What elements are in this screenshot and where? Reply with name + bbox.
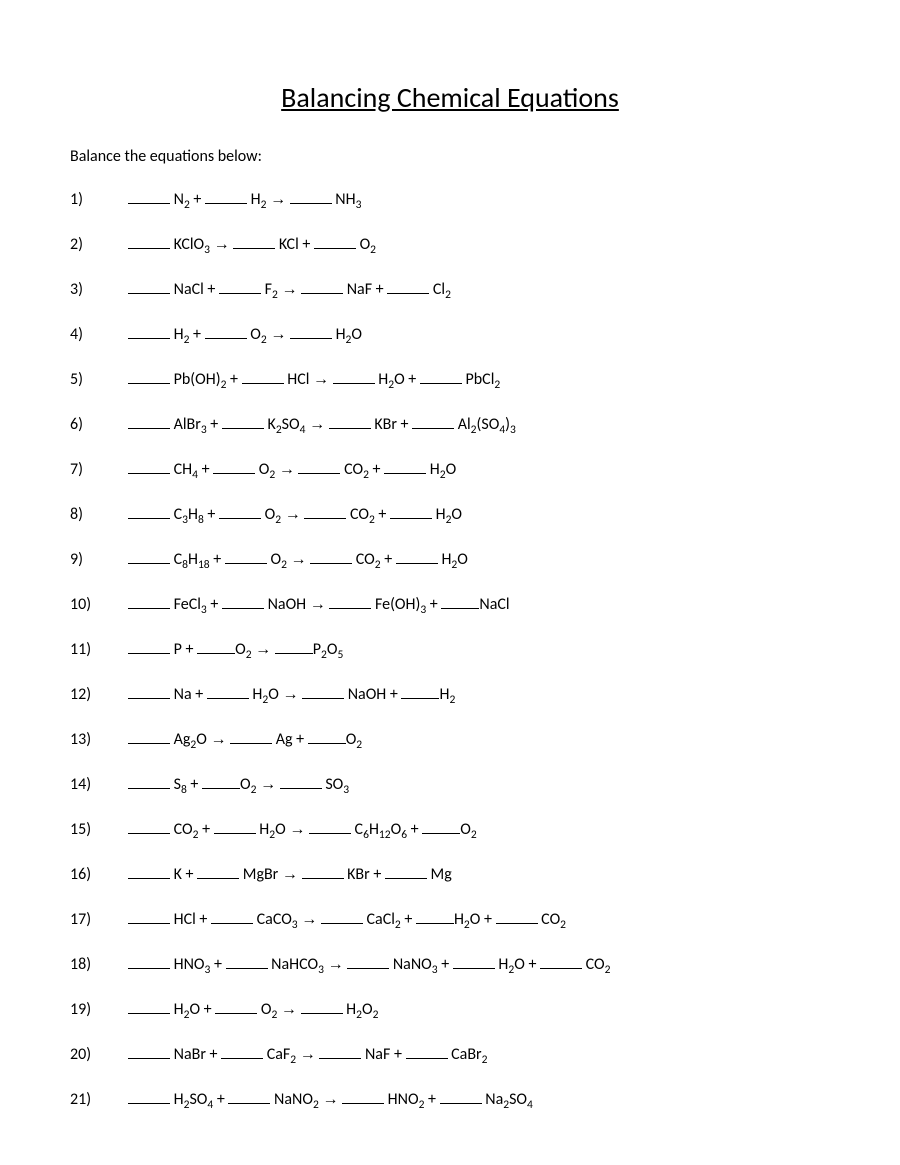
equation-row: 21) H2SO4 + NaNO2 → HNO2 + Na2SO4 (70, 1088, 830, 1109)
equation-number: 7) (70, 460, 128, 479)
equation-row: 1) N2 + H2 → NH3 (70, 188, 830, 209)
equation-row: 17) HCl + CaCO3 → CaCl2 + H2O + CO2 (70, 908, 830, 929)
equation-number: 12) (70, 685, 128, 704)
equation-content: H2 + O2 → H2O (128, 323, 362, 344)
equation-row: 11) P + O2 → P2O5 (70, 638, 830, 659)
equation-content: CO2 + H2O → C6H12O6 + O2 (128, 818, 477, 839)
page-title: Balancing Chemical Equations (70, 80, 830, 115)
equation-number: 21) (70, 1090, 128, 1109)
equation-row: 3) NaCl + F2 → NaF + Cl2 (70, 278, 830, 299)
equation-number: 4) (70, 325, 128, 344)
equation-content: K + MgBr → KBr + Mg (128, 863, 452, 884)
equation-content: AlBr3 + K2SO4 → KBr + Al2(SO4)3 (128, 413, 516, 434)
equation-number: 5) (70, 370, 128, 389)
equation-row: 15) CO2 + H2O → C6H12O6 + O2 (70, 818, 830, 839)
equation-row: 16) K + MgBr → KBr + Mg (70, 863, 830, 884)
equation-content: Pb(OH)2 + HCl → H2O + PbCl2 (128, 368, 500, 389)
equation-content: NaCl + F2 → NaF + Cl2 (128, 278, 451, 299)
equation-content: HCl + CaCO3 → CaCl2 + H2O + CO2 (128, 908, 566, 929)
equation-number: 14) (70, 775, 128, 794)
equation-row: 14) S8 + O2 → SO3 (70, 773, 830, 794)
equation-number: 18) (70, 955, 128, 974)
equation-row: 18) HNO3 + NaHCO3 → NaNO3 + H2O + CO2 (70, 953, 830, 974)
equation-row: 10) FeCl3 + NaOH → Fe(OH)3 + NaCl (70, 593, 830, 614)
equation-number: 9) (70, 550, 128, 569)
equation-content: H2SO4 + NaNO2 → HNO2 + Na2SO4 (128, 1088, 533, 1109)
equation-row: 8) C3H8 + O2 → CO2 + H2O (70, 503, 830, 524)
equation-number: 17) (70, 910, 128, 929)
equation-content: N2 + H2 → NH3 (128, 188, 361, 209)
equation-content: HNO3 + NaHCO3 → NaNO3 + H2O + CO2 (128, 953, 610, 974)
equation-list: 1) N2 + H2 → NH3 2) KClO3 → KCl + O2 3) Na… (70, 188, 830, 1109)
equation-content: FeCl3 + NaOH → Fe(OH)3 + NaCl (128, 593, 510, 614)
equation-row: 19) H2O + O2 → H2O2 (70, 998, 830, 1019)
equation-content: Na + H2O → NaOH + H2 (128, 683, 455, 704)
equation-row: 6) AlBr3 + K2SO4 → KBr + Al2(SO4)3 (70, 413, 830, 434)
instructions-text: Balance the equations below: (70, 147, 830, 166)
equation-content: NaBr + CaF2 → NaF + CaBr2 (128, 1043, 487, 1064)
equation-number: 19) (70, 1000, 128, 1019)
equation-content: H2O + O2 → H2O2 (128, 998, 378, 1019)
equation-number: 1) (70, 190, 128, 209)
equation-number: 13) (70, 730, 128, 749)
equation-row: 20) NaBr + CaF2 → NaF + CaBr2 (70, 1043, 830, 1064)
equation-row: 12) Na + H2O → NaOH + H2 (70, 683, 830, 704)
equation-number: 8) (70, 505, 128, 524)
equation-number: 16) (70, 865, 128, 884)
equation-number: 6) (70, 415, 128, 434)
equation-row: 9) C8H18 + O2 → CO2 + H2O (70, 548, 830, 569)
equation-content: P + O2 → P2O5 (128, 638, 343, 659)
equation-number: 11) (70, 640, 128, 659)
equation-content: KClO3 → KCl + O2 (128, 233, 376, 254)
equation-content: Ag2O → Ag + O2 (128, 728, 362, 749)
equation-number: 20) (70, 1045, 128, 1064)
equation-row: 5) Pb(OH)2 + HCl → H2O + PbCl2 (70, 368, 830, 389)
equation-row: 2) KClO3 → KCl + O2 (70, 233, 830, 254)
equation-content: CH4 + O2 → CO2 + H2O (128, 458, 456, 479)
equation-row: 13) Ag2O → Ag + O2 (70, 728, 830, 749)
equation-number: 15) (70, 820, 128, 839)
equation-number: 3) (70, 280, 128, 299)
equation-row: 7) CH4 + O2 → CO2 + H2O (70, 458, 830, 479)
equation-content: C3H8 + O2 → CO2 + H2O (128, 503, 462, 524)
equation-row: 4) H2 + O2 → H2O (70, 323, 830, 344)
equation-content: S8 + O2 → SO3 (128, 773, 349, 794)
equation-number: 2) (70, 235, 128, 254)
equation-number: 10) (70, 595, 128, 614)
equation-content: C8H18 + O2 → CO2 + H2O (128, 548, 468, 569)
